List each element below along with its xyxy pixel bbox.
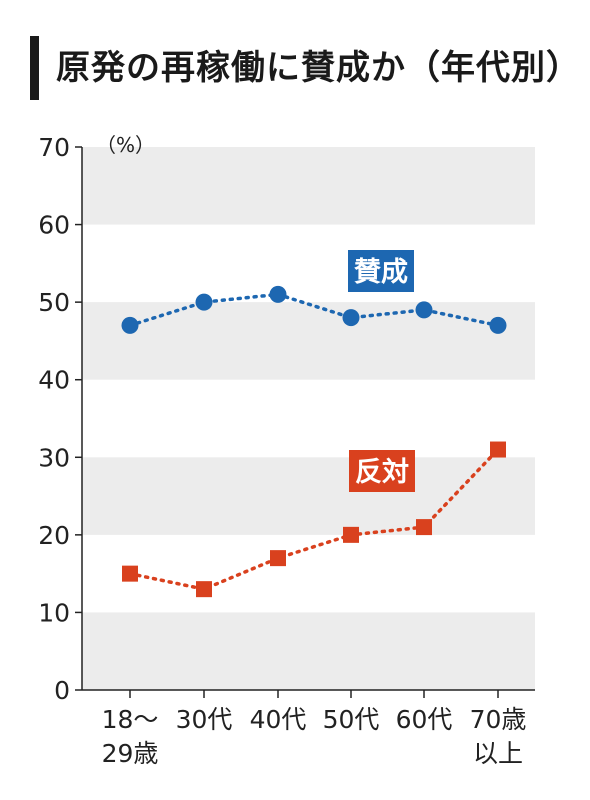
- x-tick-label: 以上: [473, 739, 523, 768]
- y-tick-label: 20: [38, 521, 70, 550]
- series-markers: [121, 285, 507, 598]
- y-tick-label: 70: [38, 133, 70, 162]
- grid-band: [82, 457, 535, 535]
- grid-band: [82, 302, 535, 380]
- y-tick-label: 60: [38, 211, 70, 240]
- x-tick-label: 30代: [176, 705, 233, 734]
- unit-label: （%）: [96, 133, 155, 157]
- title-accent-bar: [30, 36, 39, 100]
- x-tick-label: 60代: [396, 705, 453, 734]
- y-tick-labels: 0 10 20 30 40 50 60 70 （%）: [38, 133, 155, 705]
- series-line: [128, 447, 500, 591]
- x-tick-label: 29歳: [102, 739, 159, 768]
- data-point: [489, 316, 507, 334]
- x-tick-label: 50代: [323, 705, 380, 734]
- y-tick-label: 50: [38, 288, 70, 317]
- data-point: [342, 309, 360, 327]
- series-label-box: [349, 450, 415, 492]
- data-point: [195, 293, 213, 311]
- y-tick-label: 40: [38, 366, 70, 395]
- data-point: [343, 526, 359, 543]
- y-tick-label: 30: [38, 443, 70, 472]
- y-tick-label: 0: [54, 676, 70, 705]
- series-label: 賛成: [354, 257, 408, 288]
- x-tick-label: 70歳: [470, 705, 527, 734]
- grid-bands: [82, 147, 535, 690]
- grid-band: [82, 612, 535, 690]
- data-point: [269, 285, 287, 303]
- data-point: [196, 581, 212, 598]
- x-tick-label: 40代: [250, 705, 307, 734]
- chart-title: 原発の再稼働に賛成か（年代別）: [56, 48, 581, 88]
- data-point: [122, 565, 138, 582]
- data-point: [121, 316, 139, 334]
- series-lines: [128, 292, 500, 591]
- grid-band: [82, 147, 535, 225]
- data-point: [416, 519, 432, 536]
- data-point: [415, 301, 433, 319]
- series-label-box: [348, 250, 414, 292]
- x-tick-label: 18～: [102, 705, 159, 734]
- data-point: [490, 441, 506, 458]
- series-label: 反対: [355, 457, 409, 488]
- axes: [75, 146, 535, 698]
- data-point: [270, 550, 286, 567]
- series-line: [128, 292, 500, 328]
- y-tick-label: 10: [38, 598, 70, 627]
